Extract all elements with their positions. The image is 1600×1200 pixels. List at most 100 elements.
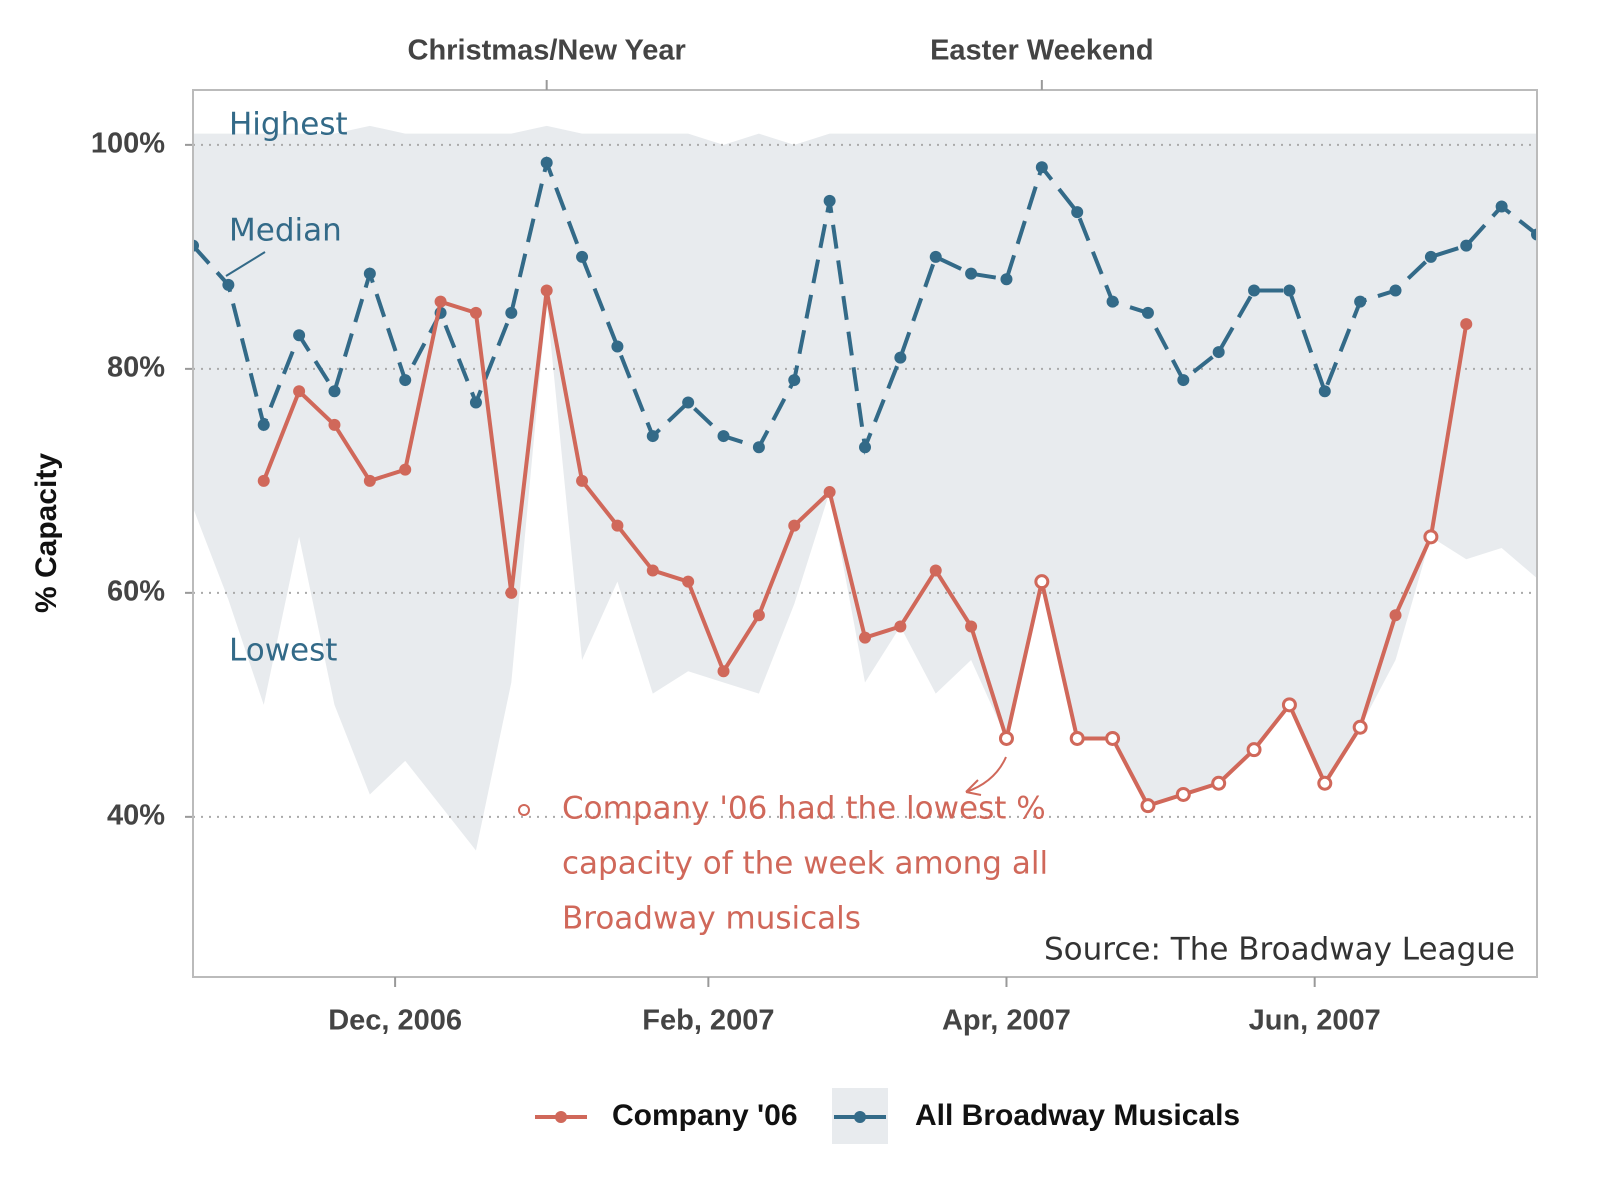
data-point xyxy=(1460,318,1473,331)
data-point xyxy=(1389,284,1402,297)
plot-frame xyxy=(192,89,1538,978)
data-point xyxy=(293,385,306,398)
data-point xyxy=(611,340,624,353)
data-point xyxy=(1071,206,1084,219)
y-tick-label: 80% xyxy=(107,352,165,384)
x-tick-label: Apr, 2007 xyxy=(942,1005,1071,1037)
data-point xyxy=(257,474,270,487)
source: Source: The Broadway League xyxy=(1044,932,1515,968)
data-point xyxy=(1318,385,1331,398)
data-point xyxy=(1069,730,1085,746)
data-point xyxy=(1140,798,1156,814)
data-point xyxy=(894,620,907,633)
data-point xyxy=(752,441,765,454)
note-line: Company '06 had the lowest % xyxy=(562,791,1046,827)
data-point xyxy=(823,194,836,207)
data-point xyxy=(717,665,730,678)
data-point xyxy=(328,385,341,398)
data-point xyxy=(222,278,235,291)
data-point xyxy=(576,474,589,487)
data-point xyxy=(752,609,765,622)
data-point xyxy=(505,306,518,319)
data-point xyxy=(859,441,871,454)
y-tick-label: 60% xyxy=(107,576,165,608)
legend-dot xyxy=(555,1111,567,1123)
data-point xyxy=(1248,284,1261,297)
data-point xyxy=(1211,775,1227,791)
data-point xyxy=(540,284,553,297)
data-point xyxy=(717,430,730,443)
data-point xyxy=(998,730,1014,746)
data-point xyxy=(505,586,518,599)
data-point xyxy=(328,418,341,431)
data-point xyxy=(540,156,553,169)
median-leader xyxy=(225,251,266,277)
y-tick-label: 40% xyxy=(107,800,165,832)
data-point xyxy=(823,486,836,499)
data-point xyxy=(1175,786,1191,802)
y-tick-label: 100% xyxy=(91,128,165,160)
data-point xyxy=(1317,775,1333,791)
data-point xyxy=(1354,295,1367,308)
lowest-label: Lowest xyxy=(229,633,337,669)
data-point xyxy=(1424,250,1437,263)
x-tick-label: Dec, 2006 xyxy=(328,1005,462,1037)
data-point xyxy=(1495,200,1508,213)
data-point xyxy=(682,575,695,588)
range-band xyxy=(193,125,1537,851)
data-point xyxy=(1460,239,1473,252)
data-point xyxy=(257,418,270,431)
note-line: Broadway musicals xyxy=(562,901,861,937)
note-line: capacity of the week among all xyxy=(562,846,1048,882)
data-point xyxy=(1177,374,1190,387)
data-point xyxy=(965,620,978,633)
plot-content xyxy=(193,125,1537,851)
data-point xyxy=(1000,273,1013,286)
data-point xyxy=(1281,697,1297,713)
data-point xyxy=(611,519,624,532)
data-point xyxy=(434,295,447,308)
x2-tick-label: Easter Weekend xyxy=(930,35,1154,67)
data-point xyxy=(859,631,871,644)
x-tick-label: Jun, 2007 xyxy=(1249,1005,1381,1037)
data-point xyxy=(1531,228,1537,241)
data-point xyxy=(469,306,482,319)
data-point xyxy=(193,239,199,252)
data-point xyxy=(646,430,659,443)
data-point xyxy=(1283,284,1296,297)
data-point xyxy=(363,267,376,280)
data-point xyxy=(1035,161,1048,174)
legend-label: Company '06 xyxy=(612,1099,798,1132)
data-point xyxy=(1423,529,1439,545)
data-point xyxy=(576,250,589,263)
data-point xyxy=(1352,719,1368,735)
data-point xyxy=(929,250,942,263)
data-point xyxy=(293,329,306,342)
y-axis-label: % Capacity xyxy=(30,453,63,613)
data-point xyxy=(469,396,482,409)
data-point xyxy=(1141,306,1154,319)
median-label: Median xyxy=(229,213,342,249)
data-point xyxy=(1246,742,1262,758)
data-point xyxy=(399,463,412,476)
x2-tick-label: Christmas/New Year xyxy=(408,35,686,67)
data-point xyxy=(1106,295,1119,308)
data-point xyxy=(929,564,942,577)
data-point xyxy=(1034,574,1050,590)
data-point xyxy=(399,374,412,387)
data-point xyxy=(1389,609,1402,622)
note-arrow xyxy=(965,756,1007,796)
highest-label: Highest xyxy=(229,107,348,143)
data-point xyxy=(965,267,978,280)
data-point xyxy=(788,519,801,532)
data-point xyxy=(1105,730,1121,746)
x-tick-label: Feb, 2007 xyxy=(642,1005,774,1037)
note-marker xyxy=(518,804,530,816)
data-point xyxy=(788,374,801,387)
legend-dot xyxy=(854,1111,866,1123)
legend-label: All Broadway Musicals xyxy=(915,1099,1240,1132)
data-point xyxy=(894,351,907,364)
data-point xyxy=(646,564,659,577)
data-point xyxy=(1212,346,1225,359)
